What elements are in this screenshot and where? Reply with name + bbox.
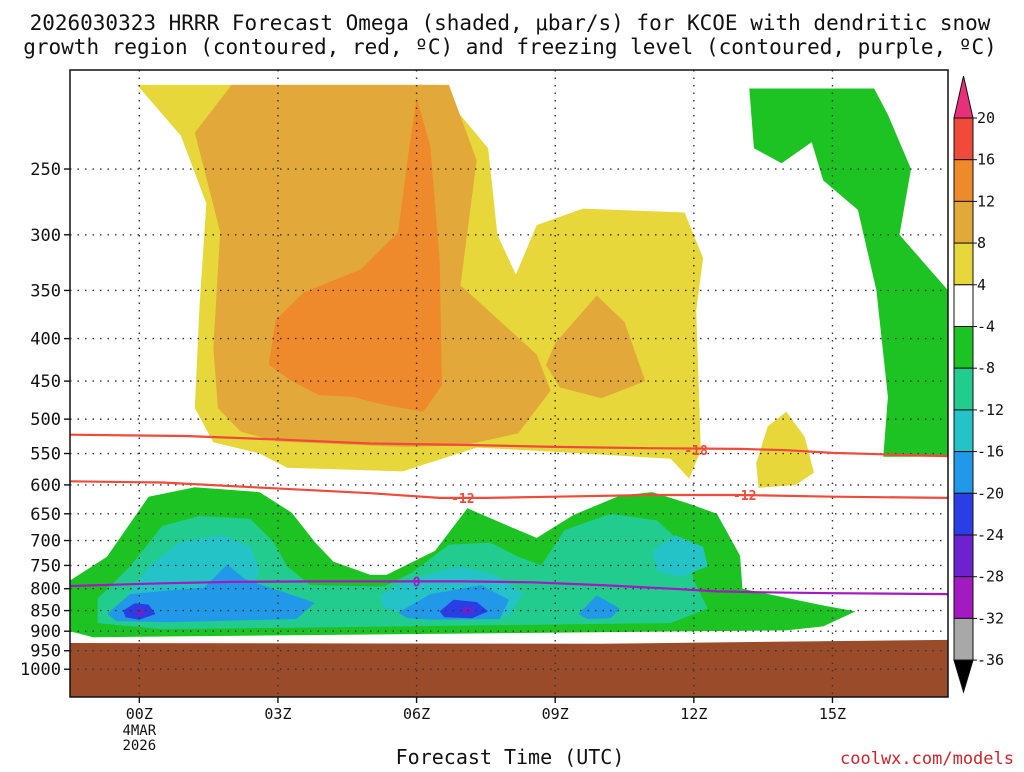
y-tick-label-500: 500 [30,410,61,430]
colorbar-swatch-7 [953,409,974,453]
colorbar-swatch-3 [953,242,974,286]
colorbar-swatch-9 [953,492,974,536]
colorbar-label-12: -32 [977,609,1004,627]
omega-region-neg16-8 [578,595,620,619]
y-axis: 2503003504004505005506006507007508008509… [20,160,70,680]
y-tick-label-250: 250 [30,160,61,180]
isotherm-label-0: -18 [684,444,708,459]
y-tick-label-850: 850 [30,602,61,622]
colorbar-label-6: -8 [977,359,995,377]
colorbar-swatch-4 [953,284,974,327]
colorbar-label-0: 20 [977,109,995,127]
colorbar-label-7: -12 [977,401,1004,419]
y-tick-label-750: 750 [30,556,61,576]
omega-region-8-3 [546,295,646,399]
y-tick-label-600: 600 [30,476,61,496]
isotherm-line-0 [70,433,948,458]
isotherm-label-1: -12 [451,492,474,507]
colorbar-label-2: 12 [977,192,995,210]
colorbar-swatch-bottom [953,659,974,694]
colorbar-swatch-6 [953,367,974,411]
x-tick-label-3: 03Z [264,705,291,723]
x-tick-sublabel-0-0: 4MAR [122,723,156,739]
y-tick-label-700: 700 [30,532,61,552]
y-tick-label-950: 950 [30,642,61,662]
y-tick-label-400: 400 [30,330,61,350]
y-tick-label-550: 550 [30,445,61,465]
colorbar-swatch-1 [953,159,974,202]
colorbar-label-1: 16 [977,151,995,169]
colorbar-swatch-10 [953,534,974,578]
y-tick-label-350: 350 [30,281,61,301]
x-tick-label-6: 06Z [403,705,430,723]
colorbar-label-8: -16 [977,443,1004,461]
colorbar-swatch-0 [953,117,974,161]
colorbar-label-5: -4 [977,318,995,336]
y-tick-label-300: 300 [30,226,61,246]
omega-region-neg4-1 [749,88,948,457]
colorbar-swatch-top [953,75,974,119]
colorbar-swatch-8 [953,451,974,494]
y-tick-label-1000: 1000 [20,660,61,680]
x-tick-label-12: 12Z [680,705,707,723]
y-tick-label-650: 650 [30,505,61,525]
colorbar-label-11: -28 [977,568,1004,586]
credit-text: coolwx.com/models [840,749,1014,768]
colorbar-label-3: 8 [977,234,986,252]
colorbar-swatch-11 [953,576,974,619]
colorbar-swatch-5 [953,326,974,369]
x-tick-label-15: 15Z [819,705,846,723]
y-tick-label-450: 450 [30,372,61,392]
colorbar: 20 16 12 8 4 -4 -8 -12 -16 -20 -24 -28 -32 -36 [953,75,1004,694]
colorbar-swatch-2 [953,200,974,244]
omega-region-neg12-5 [652,535,708,578]
colorbar-label-9: -20 [977,484,1004,502]
x-axis-label: Forecast Time (UTC) [396,745,625,768]
colorbar-label-10: -24 [977,526,1004,544]
plot-frame [69,69,949,698]
x-tick-label-9: 09Z [542,705,569,723]
colorbar-swatch-12 [953,617,974,661]
ground-surface [70,639,948,697]
isotherm-label-2: -12 [733,489,756,504]
omega-region-neg24-12 [460,606,475,614]
x-tick-label-0: 00Z [126,705,153,723]
isotherm-line-1 [70,480,948,499]
chart-title-line-2: growth region (contoured, red, ºC) and f… [23,35,997,59]
colorbar-label-13: -36 [977,651,1004,669]
colorbar-label-4: 4 [977,276,986,294]
omega-region-neg16-6 [107,564,315,623]
omega-region-12-4 [268,97,442,412]
y-tick-label-900: 900 [30,622,61,642]
x-tick-sublabel-0-1: 2026 [122,738,156,754]
isotherm-line-3 [70,580,948,596]
chart-title-line-1: 2026030323 HRRR Forecast Omega (shaded, … [30,11,991,35]
y-tick-label-800: 800 [30,580,61,600]
isotherm-label-3: 0 [413,575,421,590]
plot-area: -18 -12 -12 0 [69,69,949,698]
